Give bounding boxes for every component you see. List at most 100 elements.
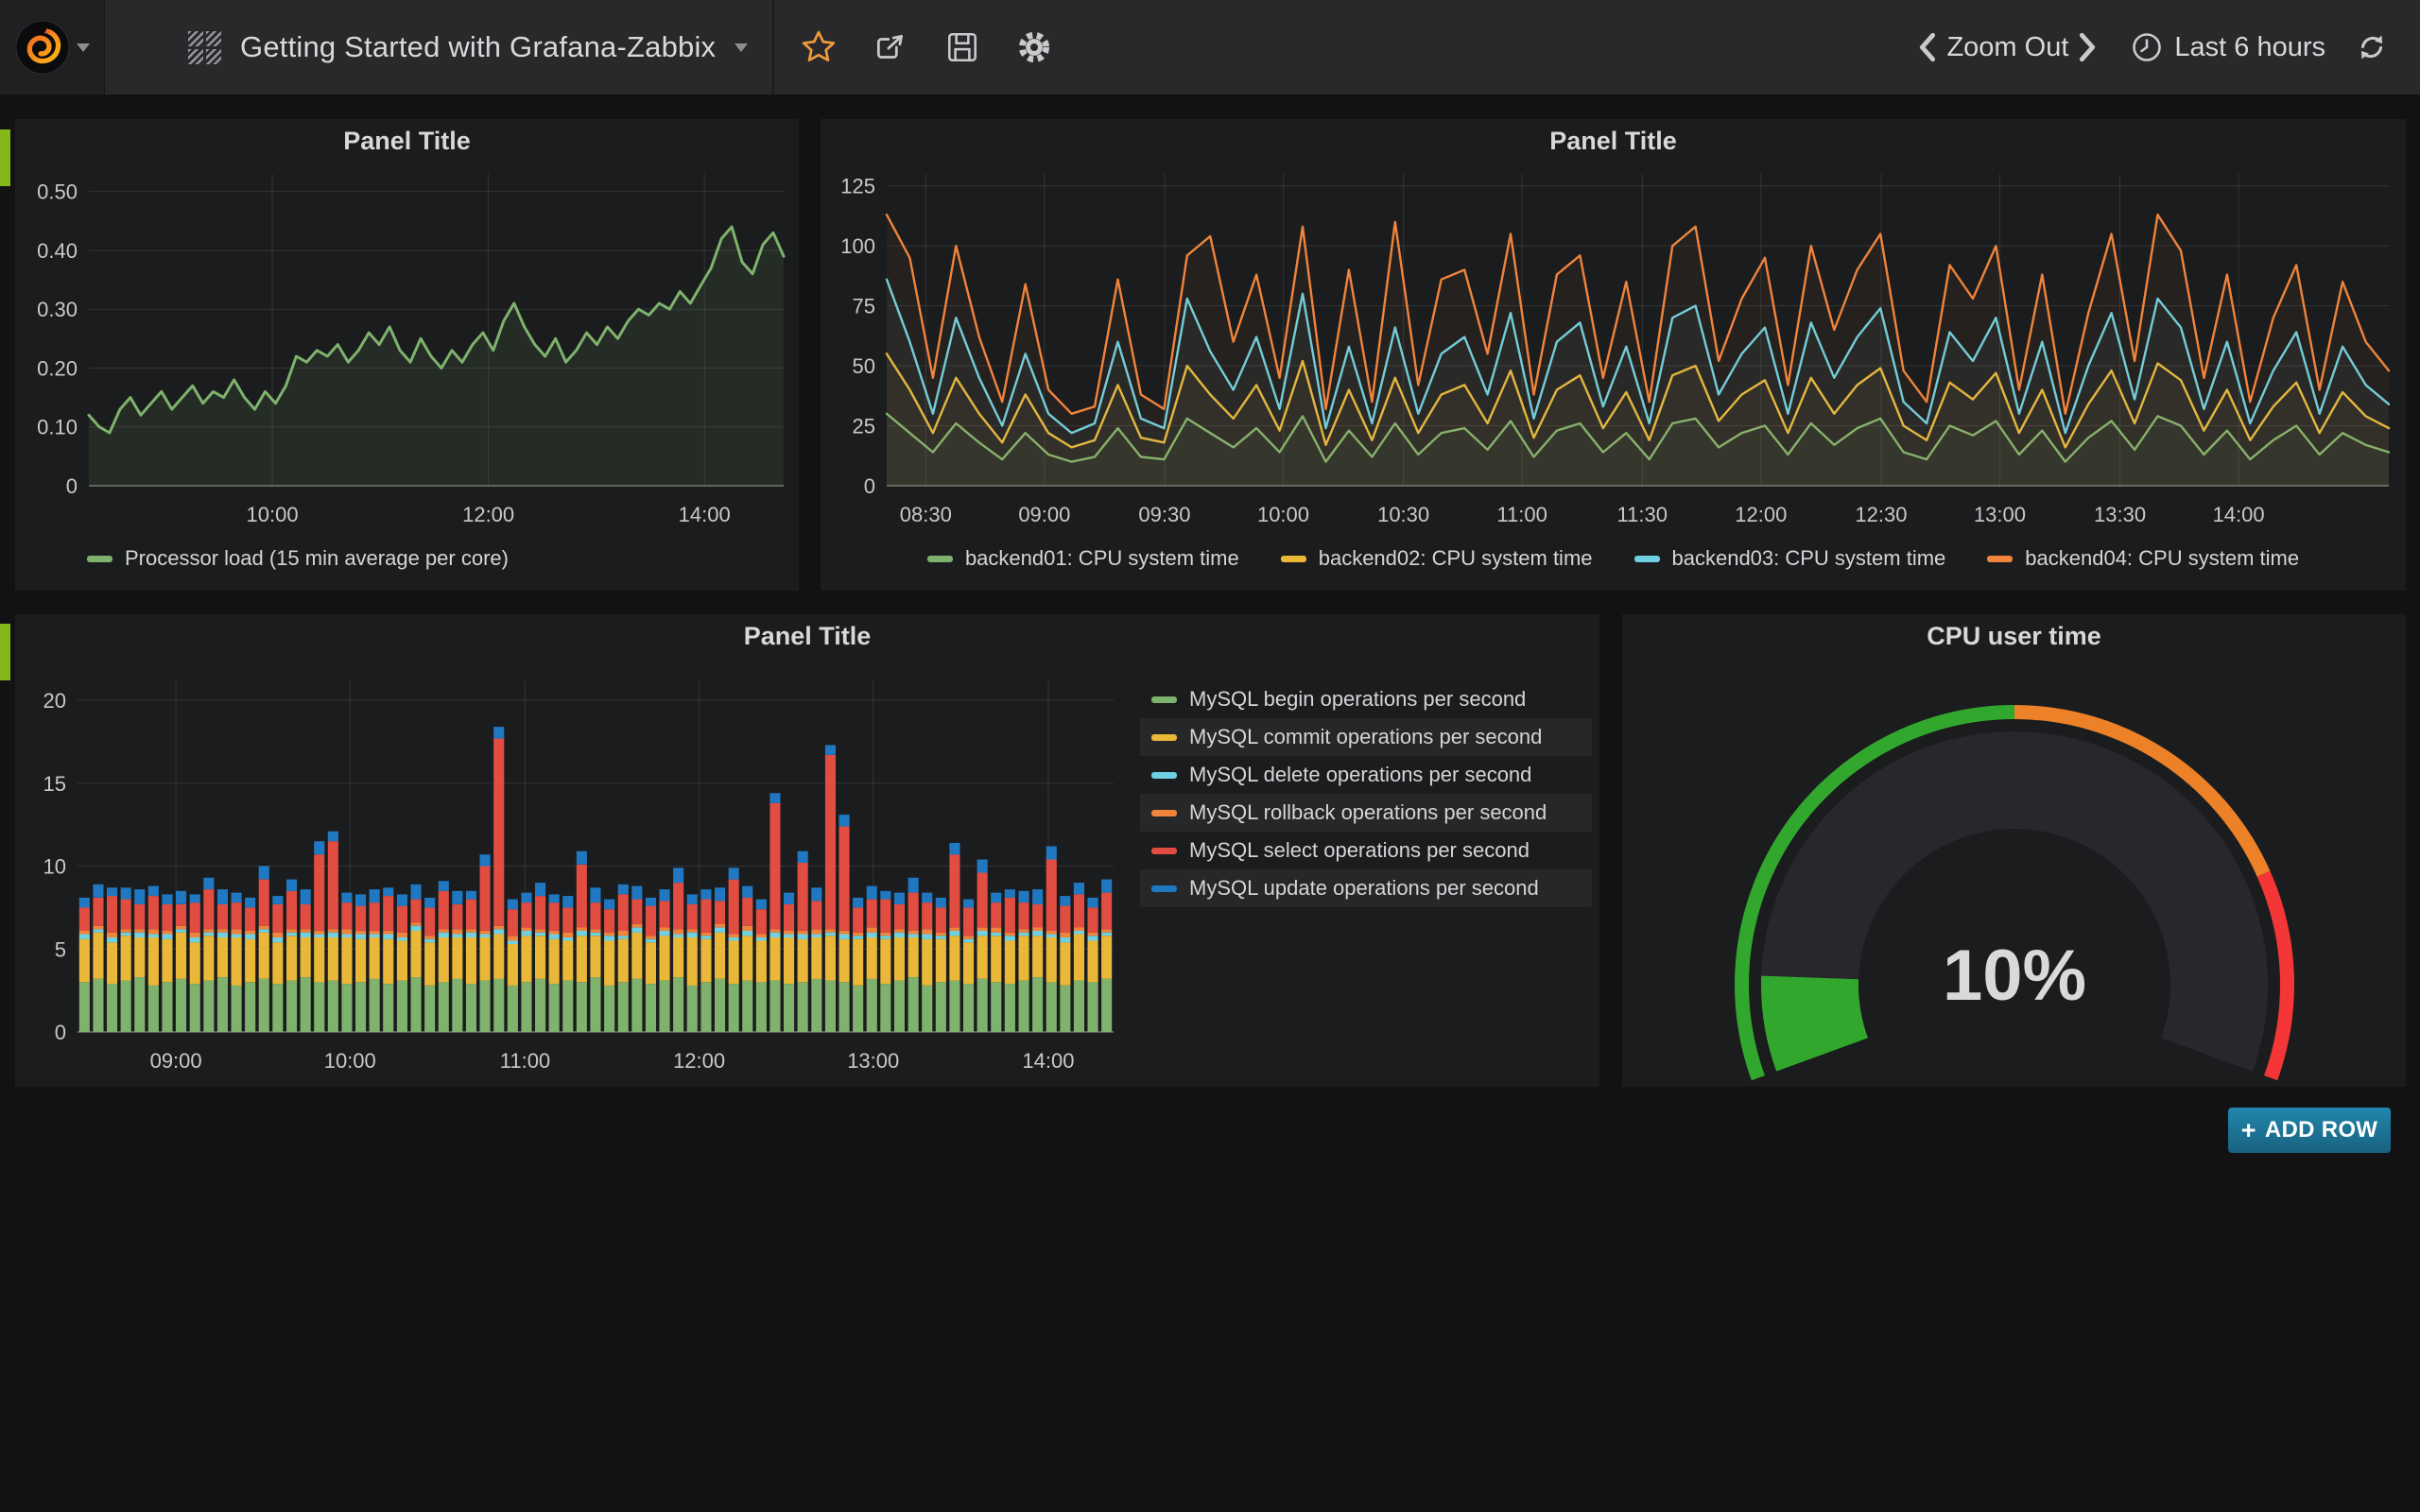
panel-title[interactable]: CPU user time [1927, 622, 2101, 650]
share-button[interactable] [861, 0, 920, 94]
panel-title[interactable]: Panel Title [1549, 127, 1677, 155]
y-tick-label: 0.50 [37, 180, 78, 204]
x-tick-label: 14:00 [679, 503, 731, 526]
line-chart-cpu-system-time[interactable]: 08:30 09:00 09:30 10:00 10:30 11:00 11:30 12:00… [828, 161, 2398, 543]
legend-swatch [1151, 809, 1177, 816]
legend-label: MySQL rollback operations per second [1189, 800, 1547, 824]
legend-label: MySQL select operations per second [1189, 838, 1530, 862]
legend-item[interactable]: backend02: CPU system time [1280, 546, 1593, 571]
x-tick-label: 14:00 [2213, 503, 2265, 526]
legend-label: backend03: CPU system time [1671, 546, 1946, 570]
gauge-value: 10% [1943, 936, 2086, 1016]
plus-icon: + [2240, 1115, 2256, 1144]
legend-item[interactable]: backend03: CPU system time [1634, 546, 1946, 571]
legend-swatch [1280, 555, 1306, 562]
y-tick-label: 20 [43, 689, 66, 713]
y-tick-label: 25 [853, 415, 875, 438]
legend-label: MySQL update operations per second [1189, 876, 1539, 900]
chart-svg: 08:30 09:00 09:30 10:00 10:30 11:00 11:30 12:00… [840, 174, 2391, 526]
legend-item[interactable]: backend01: CPU system time [926, 546, 1239, 571]
y-tick-label: 0 [864, 474, 875, 498]
x-tick-label: 10:30 [1377, 503, 1429, 526]
chart-svg: 09:00 10:00 11:00 12:00 13:00 14:00 0 5 10 15 20 [43, 680, 1114, 1073]
share-icon [877, 35, 904, 59]
x-tick-label: 09:00 [150, 1049, 202, 1073]
settings-button[interactable] [1005, 0, 1063, 94]
panel-title[interactable]: Panel Title [743, 622, 872, 650]
legend-label: MySQL delete operations per second [1189, 763, 1532, 786]
refresh-button[interactable] [2350, 0, 2394, 94]
caret-down-icon [735, 43, 749, 52]
zoom-out-button[interactable]: Zoom Out [1946, 31, 2069, 62]
chevron-left-icon [1920, 32, 1936, 62]
y-tick-label: 0.20 [37, 356, 78, 380]
legend-item[interactable]: MySQL select operations per second [1140, 832, 1592, 869]
legend-item[interactable]: MySQL delete operations per second [1140, 756, 1592, 794]
legend-swatch [87, 555, 112, 562]
dashboard-grid-icon [188, 30, 221, 64]
time-back-button[interactable] [1909, 0, 1946, 94]
y-tick-label: 10 [43, 855, 66, 879]
panel-processor-load: Panel Title 10:00 12:00 14:00 0 0.10 0.20 0.30… [15, 119, 799, 591]
legend-swatch [1151, 733, 1177, 741]
legend-swatch [1987, 555, 2014, 562]
time-range-label: Last 6 hours [2174, 31, 2325, 62]
legend-item[interactable]: MySQL update operations per second [1140, 869, 1592, 907]
legend-swatch [1151, 885, 1177, 892]
x-tick-label: 09:30 [1138, 503, 1190, 526]
x-tick-label: 12:00 [1735, 503, 1787, 526]
x-tick-label: 12:00 [673, 1049, 725, 1073]
navbar: Getting Started with Grafana-Zabbix [0, 0, 2420, 94]
add-row-label: ADD ROW [2264, 1117, 2378, 1143]
time-forward-button[interactable] [2068, 0, 2106, 94]
x-tick-label: 14:00 [1022, 1049, 1074, 1073]
line-chart-processor-load[interactable]: 10:00 12:00 14:00 0 0.10 0.20 0.30 0.40 0.50 [23, 161, 791, 543]
legend-item[interactable]: MySQL begin operations per second [1140, 680, 1592, 718]
legend-item[interactable]: backend04: CPU system time [1987, 546, 2299, 571]
y-tick-label: 0 [55, 1021, 66, 1044]
dashboard-title: Getting Started with Grafana-Zabbix [240, 30, 717, 63]
y-tick-label: 0.40 [37, 239, 78, 263]
grafana-menu-button[interactable] [0, 0, 105, 94]
star-button[interactable] [789, 0, 848, 94]
x-tick-label: 11:00 [1496, 503, 1547, 526]
x-tick-label: 13:00 [847, 1049, 899, 1073]
legend-swatch [1151, 847, 1177, 854]
panel-cpu-system-time: Panel Title 08:30 09:00 09:30 10:00 10:30 11:… [821, 119, 2406, 591]
legend-label: backend04: CPU system time [2025, 546, 2300, 570]
save-button[interactable] [933, 0, 992, 94]
x-tick-label: 11:00 [500, 1049, 550, 1073]
y-tick-label: 100 [840, 234, 875, 258]
time-picker[interactable]: Last 6 hours [2131, 31, 2325, 63]
legend-swatch [1151, 771, 1177, 779]
legend-swatch [926, 555, 953, 562]
dashboard-picker[interactable]: Getting Started with Grafana-Zabbix [188, 30, 749, 64]
caret-down-icon [76, 43, 90, 52]
gauge-cpu-user-time: 10% [1622, 652, 2406, 1090]
panel-title[interactable]: Panel Title [343, 127, 471, 155]
chart-svg: 10:00 12:00 14:00 0 0.10 0.20 0.30 0.40 0.50 [37, 174, 786, 526]
panel-mysql-operations: Panel Title 09:00 10:00 11:00 12:00 13:00 14:… [15, 614, 1599, 1087]
legend-item[interactable]: Processor load (15 min average per core) [87, 546, 509, 571]
legend-item[interactable]: MySQL rollback operations per second [1140, 794, 1592, 832]
divider [772, 0, 775, 94]
gear-icon [1019, 31, 1050, 63]
legend-label: backend01: CPU system time [964, 546, 1239, 570]
legend-item[interactable]: MySQL commit operations per second [1140, 718, 1592, 756]
grafana-logo-icon [14, 20, 70, 75]
row-toggle-handle[interactable] [0, 624, 10, 680]
x-tick-label: 12:30 [1855, 503, 1907, 526]
add-row-button[interactable]: + ADD ROW [2228, 1108, 2391, 1153]
x-tick-label: 11:30 [1617, 503, 1668, 526]
chart-legend: MySQL begin operations per second MySQL c… [1140, 680, 1592, 907]
legend-swatch [1634, 555, 1660, 562]
legend-label: MySQL begin operations per second [1189, 687, 1527, 711]
row-toggle-handle[interactable] [0, 129, 10, 186]
x-tick-label: 12:00 [462, 503, 514, 526]
star-icon [803, 30, 836, 62]
bar-chart-mysql-operations[interactable]: 09:00 10:00 11:00 12:00 13:00 14:00 0 5 10 15 20 [23, 663, 1119, 1086]
y-tick-label: 5 [55, 937, 66, 961]
x-tick-label: 10:00 [247, 503, 299, 526]
y-tick-label: 0.10 [37, 416, 78, 439]
legend-swatch [1151, 696, 1177, 703]
